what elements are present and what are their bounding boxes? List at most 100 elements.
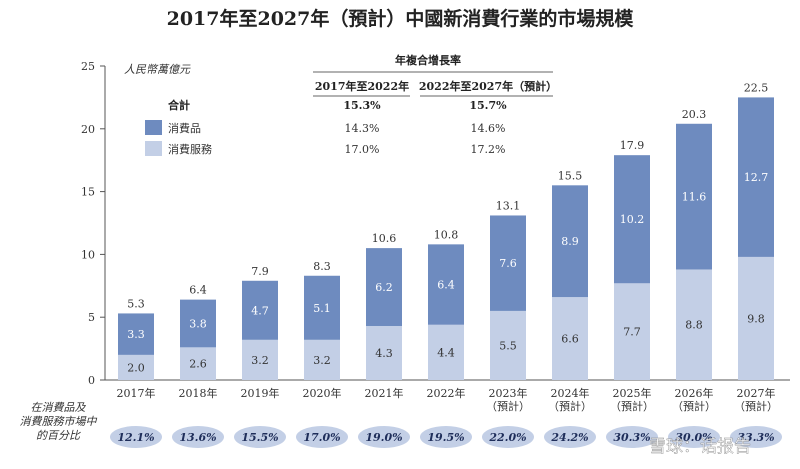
legend-swatch-services xyxy=(145,141,162,156)
share-ellipse xyxy=(234,426,286,448)
x-tick-label: 2025年 xyxy=(613,386,652,400)
bar-services xyxy=(304,339,340,380)
label-services: 5.5 xyxy=(499,339,517,352)
bar-services xyxy=(738,256,774,380)
share-ellipses: 12.1% 13.6% 15.5% 17.0% 19.0% 19.5% 22.0% 24.2%… xyxy=(110,426,782,448)
x-tick-label: 2017年 xyxy=(117,386,156,400)
label-total: 13.1 xyxy=(496,199,521,212)
row-goods-v2: 14.6% xyxy=(471,122,506,135)
row-goods-label: 消費品 xyxy=(168,121,201,135)
x-tick-label: （預計） xyxy=(548,399,592,413)
bar-services xyxy=(428,324,464,380)
watermark: 雪球：话报告 xyxy=(649,437,751,457)
growth-table-header: 年複合增長率 xyxy=(395,53,461,67)
label-services: 6.6 xyxy=(561,333,579,346)
bar-goods xyxy=(366,248,402,326)
bar-services xyxy=(614,283,650,380)
share-value: 19.0% xyxy=(365,431,402,444)
label-services: 8.8 xyxy=(685,319,703,332)
row-goods-v1: 14.3% xyxy=(345,122,380,135)
x-tick-label: （預計） xyxy=(486,399,530,413)
x-tick-label: （預計） xyxy=(610,399,654,413)
label-goods: 10.2 xyxy=(620,213,645,226)
bar-services xyxy=(180,347,216,380)
label-goods: 12.7 xyxy=(744,171,769,184)
share-value: 24.2% xyxy=(550,431,588,444)
share-ellipse xyxy=(544,426,596,448)
y-tick-label: 10 xyxy=(81,248,95,261)
label-total: 6.4 xyxy=(189,284,207,297)
bar-goods xyxy=(614,155,650,284)
bar-goods xyxy=(490,215,526,311)
bar-services xyxy=(242,339,278,380)
label-total: 10.6 xyxy=(372,232,397,245)
label-goods: 5.1 xyxy=(313,302,331,315)
y-tick-label: 5 xyxy=(88,311,95,324)
growth-table-col2: 2022年至2027年（預計） xyxy=(419,79,557,93)
label-services: 4.3 xyxy=(375,347,393,360)
x-tick-label: （預計） xyxy=(734,399,778,413)
bar-services xyxy=(676,269,712,380)
label-goods: 3.8 xyxy=(189,317,207,330)
row-total-v2: 15.7% xyxy=(469,99,507,112)
bar-services xyxy=(552,297,588,380)
share-label-line-1: 在消費品及 xyxy=(31,401,87,414)
share-ellipse xyxy=(296,426,348,448)
label-goods: 7.6 xyxy=(499,257,517,270)
share-label-line-3: 的百分比 xyxy=(36,429,81,442)
bar-services xyxy=(366,325,402,380)
label-services: 4.4 xyxy=(437,346,455,359)
y-tick-label: 0 xyxy=(88,374,95,387)
share-value: 33.3% xyxy=(737,431,774,444)
y-tick-label: 15 xyxy=(81,186,95,199)
label-total: 10.8 xyxy=(434,228,459,241)
label-goods: 11.6 xyxy=(682,191,707,204)
growth-table-col1: 2017年至2022年 xyxy=(315,79,409,93)
label-goods: 3.3 xyxy=(127,328,145,341)
share-value: 22.0% xyxy=(488,431,526,444)
label-total: 20.3 xyxy=(682,108,707,121)
label-services: 2.0 xyxy=(127,361,145,374)
chart-title: 2017年至2027年（預計）中國新消費行業的市場規模 xyxy=(167,7,635,30)
bar-goods xyxy=(118,313,154,355)
share-label: 在消費品及 消費服務市場中 的百分比 xyxy=(20,401,98,442)
x-tick-label: 2020年 xyxy=(303,386,342,400)
unit-label: 人民幣萬億元 xyxy=(124,63,191,76)
bar-goods xyxy=(676,123,712,270)
category-labels: 2017年 2018年 2019年 2020年 2021年 2022年 2023年（預計）2… xyxy=(117,386,779,413)
share-value: 19.5% xyxy=(427,431,464,444)
bars: 2.0 3.3 5.3 2.6 3.8 6.4 3.2 4.7 7.9 3.2 5.1 8.3 4.3 6… xyxy=(118,81,774,380)
bar-goods xyxy=(180,299,216,348)
label-total: 7.9 xyxy=(251,265,269,278)
label-goods: 8.9 xyxy=(561,235,579,248)
x-tick-label: 2021年 xyxy=(365,386,404,400)
growth-table: 年複合增長率 2017年至2022年 2022年至2027年（預計） 合計 15… xyxy=(145,53,557,156)
bar-goods xyxy=(242,280,278,340)
bar-goods xyxy=(738,97,774,257)
x-tick-label: 2027年 xyxy=(737,386,776,400)
share-ellipse xyxy=(358,426,410,448)
x-tick-label: 2024年 xyxy=(551,386,590,400)
y-tick-label: 20 xyxy=(81,123,95,136)
x-tick-label: （預計） xyxy=(672,399,716,413)
share-ellipse xyxy=(730,426,782,448)
label-services: 3.2 xyxy=(251,354,269,367)
legend-swatch-goods xyxy=(145,120,162,135)
label-goods: 6.4 xyxy=(437,279,455,292)
bar-services xyxy=(490,310,526,380)
row-services-v1: 17.0% xyxy=(345,143,380,156)
row-total-label: 合計 xyxy=(168,98,190,112)
row-services-label: 消費服務 xyxy=(168,142,212,156)
share-ellipse xyxy=(172,426,224,448)
label-total: 17.9 xyxy=(620,139,645,152)
x-tick-label: 2023年 xyxy=(489,386,528,400)
bar-goods xyxy=(304,275,340,340)
share-value: 15.5% xyxy=(241,431,278,444)
share-value: 17.0% xyxy=(303,431,340,444)
label-services: 2.6 xyxy=(189,358,207,371)
bar-services xyxy=(118,354,154,380)
share-value: 30.3% xyxy=(613,431,650,444)
row-total-v1: 15.3% xyxy=(343,99,381,112)
y-axis: 0 5 10 15 20 25 xyxy=(81,60,106,387)
